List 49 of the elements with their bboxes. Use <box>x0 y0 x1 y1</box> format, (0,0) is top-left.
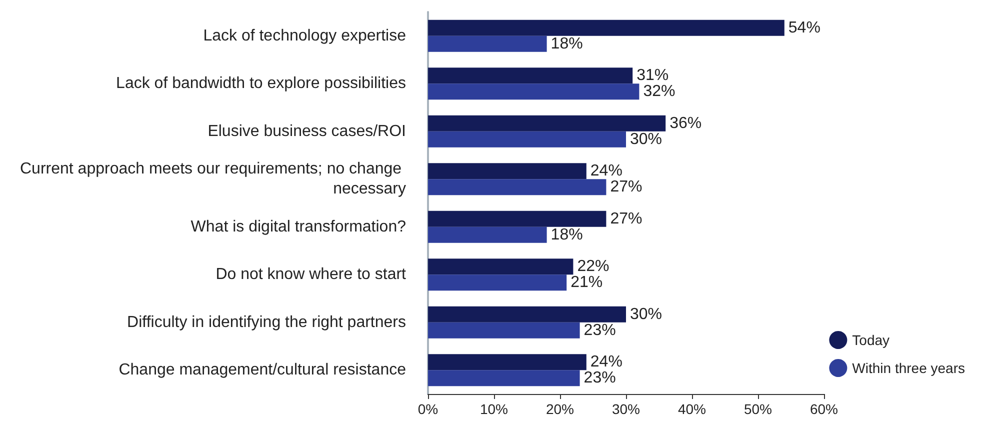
bar <box>428 226 547 243</box>
y-tick-label: Difficulty in identifying the right partners <box>127 314 406 331</box>
x-tick-label: 0% <box>418 401 438 417</box>
y-tick-label: Elusive business cases/ROI <box>208 122 406 140</box>
bar <box>428 36 547 52</box>
data-label: 27% <box>610 178 642 196</box>
data-label: 18% <box>550 226 583 244</box>
bar <box>428 179 606 196</box>
x-tick-label: 30% <box>612 401 640 417</box>
x-tick-label: 20% <box>546 401 574 417</box>
x-tick-label: 10% <box>480 401 508 417</box>
legend-label: Today <box>852 332 890 348</box>
bar <box>428 163 586 180</box>
y-tick-label: Current approach meets our requirements; no change necessary <box>20 160 406 198</box>
bar <box>428 354 586 370</box>
bar <box>428 306 626 322</box>
y-tick-label: What is digital transformation? <box>190 218 406 236</box>
data-label: 36% <box>670 114 702 132</box>
y-tick-label: Lack of bandwidth to explore possibilities <box>116 75 406 92</box>
y-tick-label: Lack of technology expertise <box>203 27 406 44</box>
data-label: 31% <box>636 67 669 84</box>
bar <box>428 258 574 275</box>
data-label: 22% <box>577 258 610 276</box>
bar <box>428 131 626 148</box>
bar <box>428 210 606 227</box>
data-label: 30% <box>630 130 662 148</box>
data-label: 23% <box>584 370 616 387</box>
bar <box>428 84 640 100</box>
data-label: 32% <box>643 83 676 100</box>
data-label: 18% <box>550 35 583 52</box>
data-label: 54% <box>788 19 820 36</box>
bar <box>428 274 567 291</box>
data-label: 27% <box>610 210 642 228</box>
bar <box>428 20 784 36</box>
legend-label: Within three years <box>852 360 966 376</box>
bar <box>428 370 580 386</box>
data-label: 30% <box>630 306 662 323</box>
data-label: 21% <box>570 274 603 292</box>
bar <box>428 322 580 338</box>
bar <box>428 68 633 84</box>
data-label: 23% <box>584 322 616 339</box>
y-tick-label: Do not know where to start <box>216 266 407 284</box>
y-tick-label: Change management/cultural resistance <box>118 362 406 379</box>
x-tick-label: 60% <box>810 401 838 417</box>
data-label: 24% <box>590 354 622 371</box>
x-tick-label: 50% <box>744 401 772 417</box>
x-tick-label: 40% <box>678 401 706 417</box>
data-label: 24% <box>590 162 622 180</box>
bar <box>428 115 666 132</box>
